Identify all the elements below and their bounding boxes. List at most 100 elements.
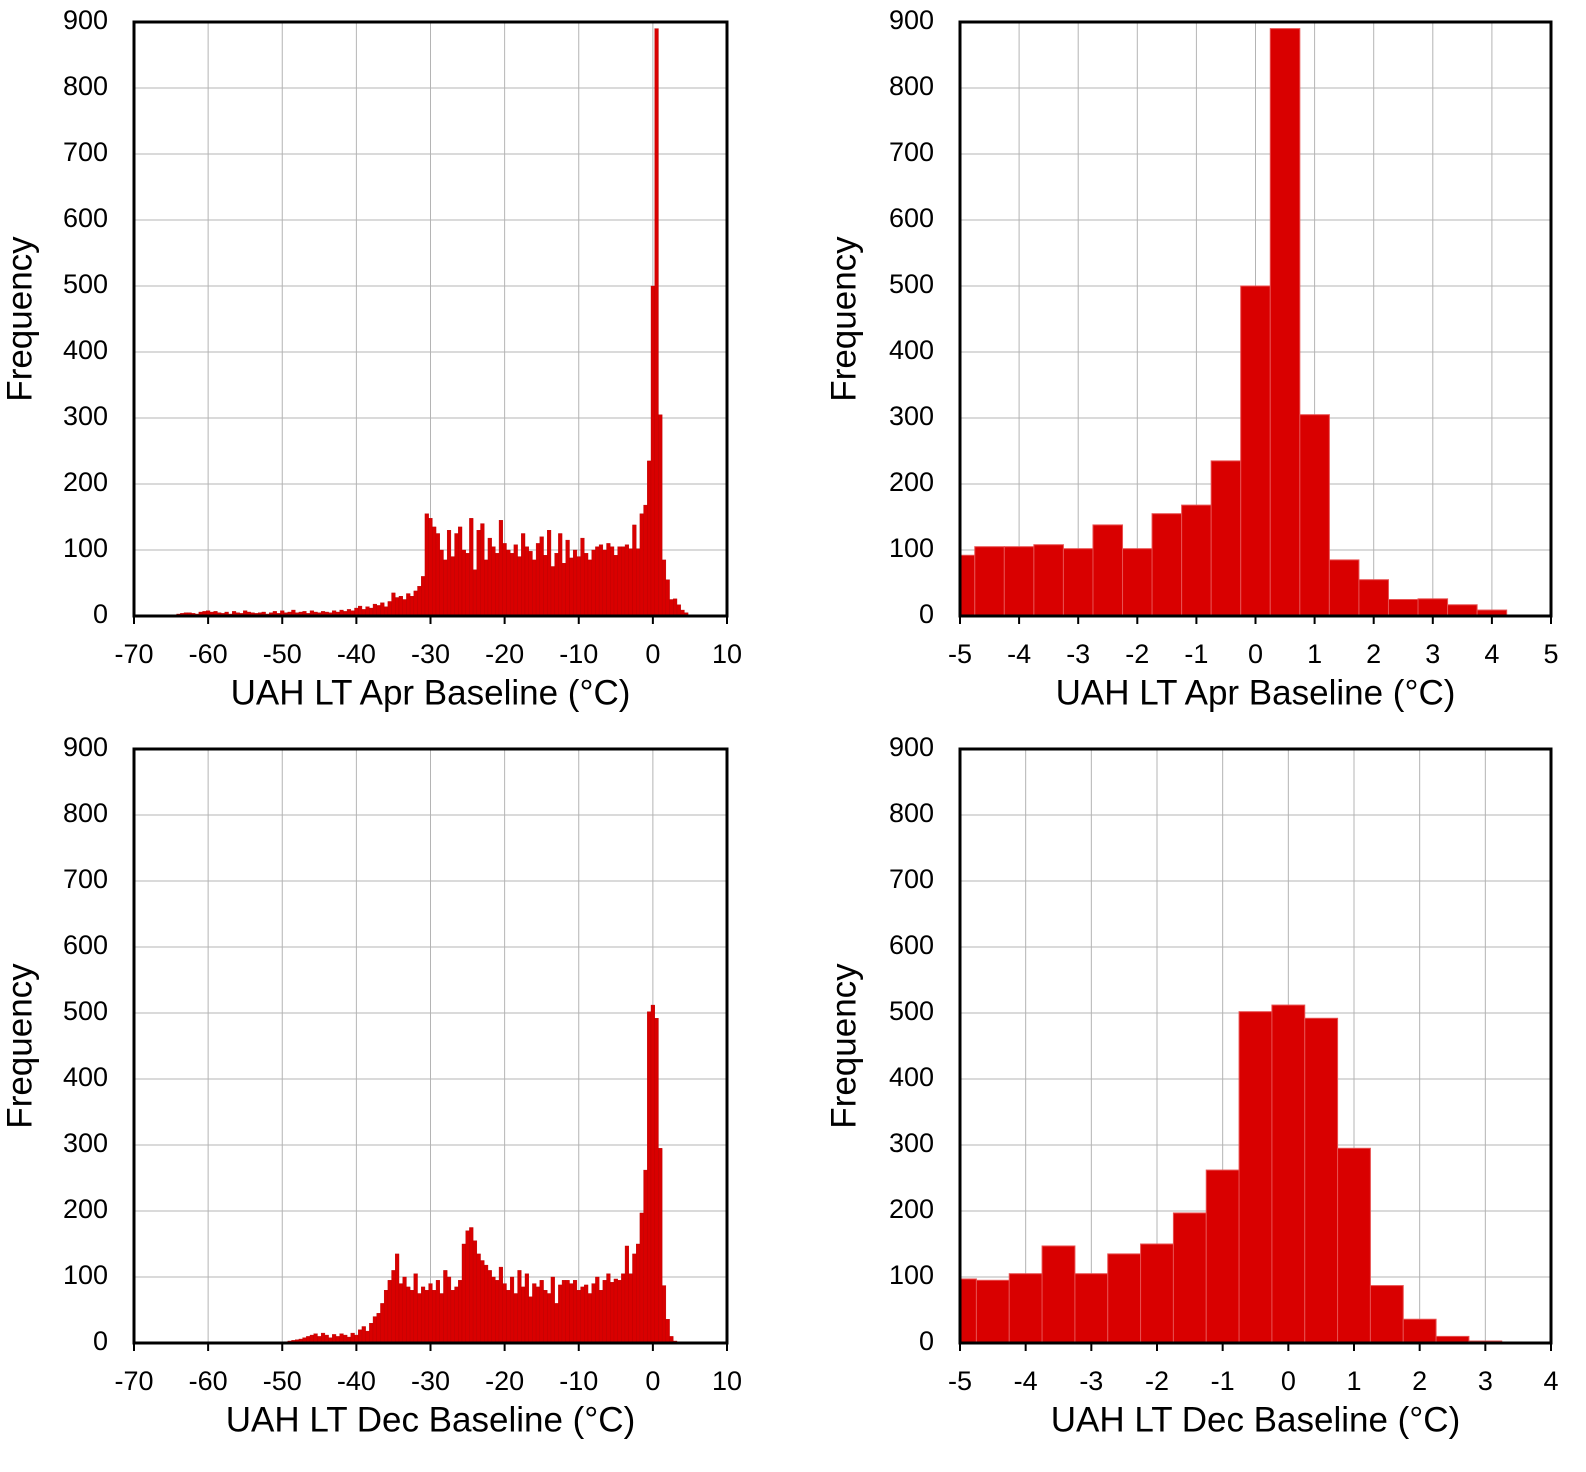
y-tick-label: 200	[63, 467, 108, 497]
bar	[1304, 1017, 1339, 1343]
bar	[591, 549, 596, 616]
bar	[406, 593, 411, 616]
bar	[502, 1283, 507, 1343]
bar	[554, 553, 559, 616]
bar	[1033, 544, 1064, 616]
y-tick-label: 900	[889, 732, 934, 762]
bar	[639, 513, 644, 616]
bar	[1003, 546, 1035, 616]
x-tick-label: 2	[1366, 639, 1381, 669]
bar	[547, 1293, 552, 1343]
bar	[572, 1280, 578, 1343]
bar	[409, 596, 415, 616]
bar	[595, 1276, 600, 1343]
bar	[524, 546, 529, 616]
bar	[413, 590, 418, 616]
bar	[558, 1284, 563, 1343]
bars	[280, 1004, 678, 1343]
x-tick-label: -60	[189, 1366, 228, 1396]
bar	[621, 1273, 626, 1343]
bar	[595, 546, 600, 616]
bar	[446, 530, 452, 616]
bar	[491, 1276, 496, 1343]
x-tick-label: -20	[485, 1366, 524, 1396]
bar	[435, 533, 440, 616]
y-tick-label: 0	[919, 1326, 934, 1356]
bar	[650, 285, 655, 616]
bar	[380, 1303, 385, 1343]
y-tick-label: 100	[889, 1260, 934, 1290]
bar	[617, 546, 622, 616]
y-tick-label: 600	[63, 930, 108, 960]
bar	[635, 1243, 641, 1343]
bar	[550, 566, 555, 616]
bar	[580, 1286, 585, 1343]
bar	[1402, 1318, 1437, 1343]
x-tick-label: -1	[1211, 1366, 1235, 1396]
bar	[509, 1276, 515, 1343]
bar	[1358, 579, 1389, 616]
y-tick-label: 600	[63, 203, 108, 233]
y-tick-label: 700	[889, 137, 934, 167]
bar	[439, 1293, 444, 1343]
x-tick-label: 3	[1425, 639, 1440, 669]
y-tick-label: 800	[889, 798, 934, 828]
bar	[398, 1283, 403, 1343]
bar	[624, 544, 629, 616]
bar	[684, 612, 689, 616]
y-tick-label: 300	[63, 1128, 108, 1158]
bar	[1107, 1253, 1142, 1343]
x-tick-label: -40	[337, 639, 376, 669]
bar	[635, 548, 641, 616]
x-tick-label: -70	[114, 639, 153, 669]
bar	[610, 546, 615, 616]
bar	[1328, 559, 1360, 616]
x-tick-label: -3	[1079, 1366, 1103, 1396]
y-axis-label: Frequency	[824, 963, 863, 1129]
bar	[435, 1280, 440, 1343]
bar	[569, 1283, 574, 1343]
y-tick-label: 500	[63, 269, 108, 299]
bar	[498, 520, 503, 616]
bar	[406, 1286, 411, 1343]
panel: 0 100 200 300 400 500 600 700 800 900 -5 -4 -3 -2 -1 0 1…	[824, 732, 1558, 1439]
bar	[1172, 1212, 1207, 1343]
bar	[975, 1279, 1010, 1343]
bar	[1041, 1245, 1076, 1343]
bar	[569, 557, 574, 616]
bar	[639, 1212, 644, 1343]
bar	[480, 1260, 485, 1343]
y-tick-label: 200	[889, 467, 934, 497]
bar	[1240, 285, 1271, 616]
bar	[439, 549, 444, 616]
bar	[1092, 524, 1124, 616]
bar	[421, 576, 426, 616]
bar	[372, 1316, 377, 1343]
bar	[1074, 1273, 1109, 1343]
bar	[543, 1289, 548, 1343]
x-tick-label: 1	[1346, 1366, 1361, 1396]
bar	[665, 579, 670, 616]
bar	[487, 1270, 492, 1343]
bar	[513, 1293, 518, 1343]
bar	[524, 1273, 529, 1343]
bar	[647, 460, 652, 616]
y-tick-label: 500	[889, 996, 934, 1026]
bar	[365, 1330, 370, 1343]
bar	[598, 1289, 604, 1343]
bar	[428, 1283, 433, 1343]
x-tick-label: -5	[948, 639, 972, 669]
x-tick-label: 4	[1543, 1366, 1558, 1396]
bar	[472, 569, 478, 616]
bars	[176, 28, 689, 616]
bar	[487, 537, 492, 616]
bar	[506, 549, 511, 616]
y-axis-label: Frequency	[0, 236, 39, 402]
bar	[591, 1283, 596, 1343]
bar	[535, 543, 541, 616]
x-tick-label: -20	[485, 639, 524, 669]
bar	[1387, 599, 1419, 616]
bar	[1151, 513, 1183, 616]
y-tick-label: 300	[63, 401, 108, 431]
